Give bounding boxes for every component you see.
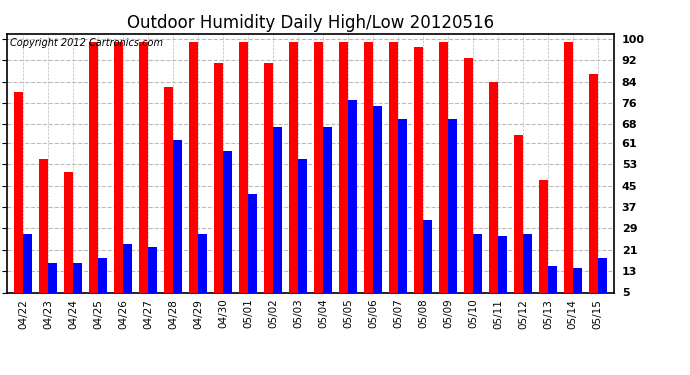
Bar (215, 63, 223, 292)
Bar (489, 82, 498, 292)
Bar (239, 42, 248, 292)
Bar (23, 234, 32, 292)
Bar (189, 42, 198, 292)
Bar (314, 42, 323, 292)
Bar (548, 266, 557, 292)
Bar (148, 247, 157, 292)
Bar (589, 74, 598, 292)
Bar (373, 106, 382, 292)
Bar (173, 141, 181, 292)
Bar (498, 237, 506, 292)
Bar (523, 234, 531, 292)
Bar (464, 58, 473, 292)
Bar (273, 127, 282, 292)
Bar (223, 151, 232, 292)
Bar (348, 100, 357, 292)
Bar (48, 263, 57, 292)
Bar (323, 127, 332, 292)
Bar (598, 258, 607, 292)
Text: Copyright 2012 Cartronics.com: Copyright 2012 Cartronics.com (10, 38, 163, 48)
Bar (423, 220, 432, 292)
Bar (564, 42, 573, 292)
Bar (14, 92, 23, 292)
Title: Outdoor Humidity Daily High/Low 20120516: Outdoor Humidity Daily High/Low 20120516 (127, 14, 494, 32)
Bar (389, 42, 398, 292)
Bar (364, 42, 373, 292)
Bar (164, 87, 173, 292)
Bar (539, 180, 548, 292)
Bar (414, 47, 423, 292)
Bar (514, 135, 523, 292)
Bar (90, 42, 98, 292)
Bar (298, 159, 307, 292)
Bar (248, 194, 257, 292)
Bar (448, 119, 457, 292)
Bar (264, 63, 273, 292)
Bar (39, 159, 48, 292)
Bar (289, 42, 298, 292)
Bar (440, 42, 448, 292)
Bar (573, 268, 582, 292)
Bar (198, 234, 207, 292)
Bar (115, 42, 123, 292)
Bar (123, 244, 132, 292)
Bar (73, 263, 82, 292)
Bar (98, 258, 107, 292)
Bar (339, 42, 348, 292)
Bar (64, 172, 73, 292)
Bar (139, 42, 148, 292)
Bar (473, 234, 482, 292)
Bar (398, 119, 406, 292)
